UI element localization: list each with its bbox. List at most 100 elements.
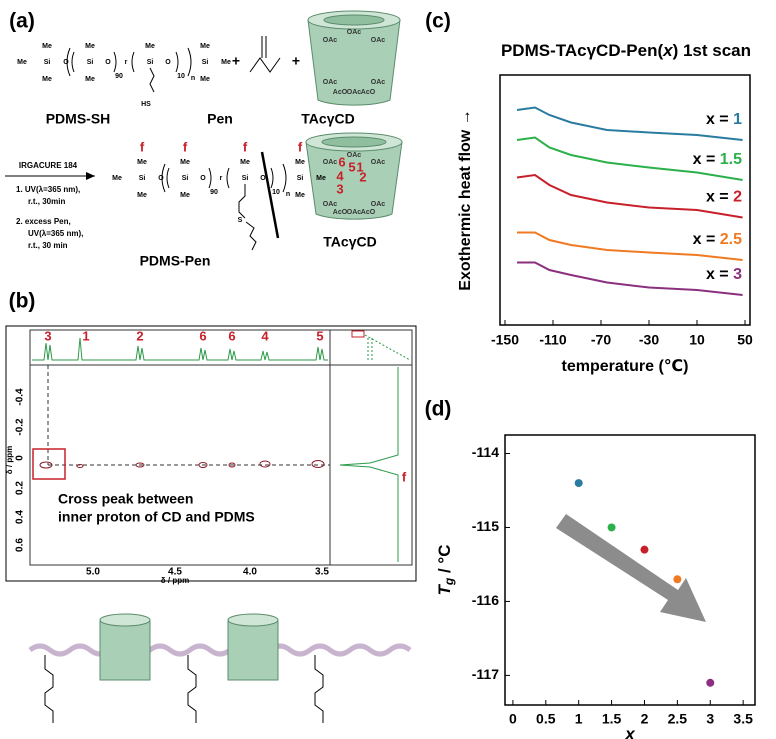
label: 0: [15, 455, 26, 461]
reaction-arrowhead: [86, 172, 95, 180]
series-line: [516, 106, 743, 141]
label: Me: [221, 59, 231, 66]
label: OAc: [371, 201, 386, 208]
label: OAc: [371, 79, 386, 86]
label: (d): [425, 398, 452, 421]
label: -0.2: [15, 418, 26, 436]
label: Me: [180, 159, 190, 166]
series-label: x = 3: [706, 266, 742, 283]
label: O: [260, 175, 266, 182]
series-line: [516, 136, 743, 181]
label: r: [220, 175, 223, 182]
polyrotaxane-schematic: [28, 613, 412, 723]
label: O: [200, 175, 206, 182]
label: 4.5: [168, 567, 182, 578]
peak-label: 6: [199, 328, 206, 343]
label: δ / ppm: [161, 576, 189, 585]
y-label-unit: / °C: [435, 545, 454, 578]
label: Me: [85, 43, 95, 50]
label: Me: [240, 159, 250, 166]
series-label: x = 2: [706, 189, 742, 206]
series-label: x = 1.5: [693, 151, 742, 168]
label: (a): [9, 10, 35, 33]
label: OAc: [371, 159, 386, 166]
series-label: x = 2.5: [693, 231, 742, 248]
label: Me: [42, 43, 52, 50]
label: inner proton of CD and PDMS: [58, 509, 255, 525]
series-prefix: x =: [706, 266, 733, 283]
label: O: [158, 175, 164, 182]
label: IRGACURE 184: [19, 161, 78, 170]
label: 0.6: [15, 538, 26, 552]
label: r: [125, 59, 128, 66]
x-tick-label: -110: [539, 332, 566, 348]
label: OAc: [347, 209, 362, 216]
label: Me: [180, 192, 190, 199]
label: PDMS-Pen: [140, 253, 211, 269]
x-tick-label: -30: [639, 332, 659, 348]
nmr-frame: [5, 325, 417, 582]
label: HS: [141, 101, 151, 108]
label: 5.0: [86, 567, 100, 578]
label: δ / ppm: [5, 446, 14, 474]
plus: +: [232, 53, 240, 69]
x-tick-label: 2.5: [668, 711, 688, 727]
series-name: 1.5: [720, 151, 742, 168]
label: Me: [137, 192, 147, 199]
x-tick-label: 10: [689, 332, 705, 348]
x-axis-label: temperature (℃): [562, 358, 689, 375]
series-prefix: x =: [693, 151, 720, 168]
f-label: f: [298, 139, 303, 154]
cd-number: 6: [338, 154, 345, 169]
label: 0.4: [15, 510, 26, 524]
y-tick-label: -117: [472, 666, 499, 682]
f-label: f: [243, 139, 248, 154]
label: Cross peak between: [58, 491, 193, 507]
data-point: [574, 479, 583, 488]
label: r.t., 30 min: [28, 241, 68, 250]
title-part: PDMS-TAcγCD-Pen(: [501, 41, 663, 60]
x-tick-label: -70: [591, 332, 611, 348]
series-prefix: x =: [706, 189, 733, 206]
peak-label: 6: [228, 328, 235, 343]
x-axis-label: x: [624, 724, 636, 739]
label: n: [286, 191, 290, 198]
label: 4.0: [243, 567, 257, 578]
label: Me: [295, 159, 305, 166]
peak-label: 4: [261, 328, 269, 343]
x-tick-label: 0.5: [536, 711, 556, 727]
label: 3.5: [315, 567, 329, 578]
label: TAcγCD: [301, 111, 354, 127]
peak-label: 1: [82, 328, 89, 343]
plot-frame: [499, 74, 751, 326]
series-name: 2.5: [720, 231, 742, 248]
label: 90: [210, 189, 218, 196]
label: Si: [242, 175, 249, 182]
series-prefix: x =: [693, 231, 720, 248]
data-point: [607, 523, 616, 532]
series-line: [517, 261, 743, 296]
label: Me: [112, 175, 122, 182]
x-tick-label: 3.5: [733, 711, 753, 727]
label: O: [63, 59, 69, 66]
peak-label: f: [402, 469, 407, 484]
label: Me: [17, 59, 27, 66]
y-label-main: T: [435, 583, 454, 595]
cd-cylinder: [305, 10, 403, 220]
label: AcO: [361, 89, 376, 96]
label: TAcγCD: [323, 234, 376, 250]
peak-label: 2: [136, 328, 143, 343]
x-tick-label: 1: [575, 711, 583, 727]
data-point: [673, 575, 682, 584]
title-part: x: [662, 41, 674, 60]
series-label: x = 1: [706, 111, 742, 128]
label: OAc: [323, 201, 338, 208]
y-label-sub: g: [442, 577, 456, 586]
f-label: f: [140, 139, 145, 154]
label: UV(λ=365 nm),: [28, 229, 83, 238]
x-tick-label: 1.5: [602, 711, 622, 727]
label: OAc: [323, 79, 338, 86]
label: 2. excess Pen,: [16, 217, 71, 226]
title-part: ) 1st scan: [673, 41, 751, 60]
